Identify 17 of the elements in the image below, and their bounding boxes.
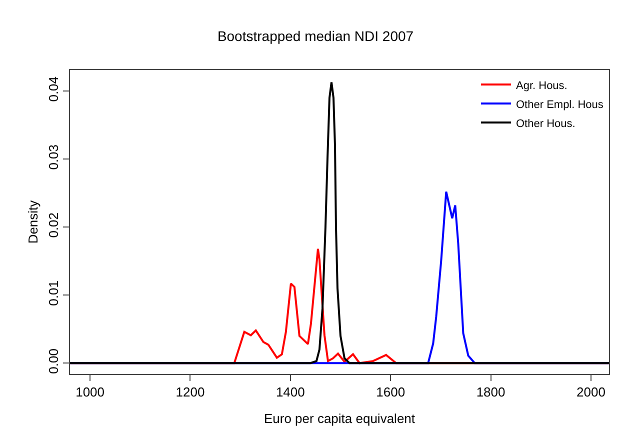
x-tick-label: 1400	[276, 384, 305, 400]
x-tick-label: 1000	[76, 384, 104, 400]
y-tick-label: 0.01	[46, 280, 61, 306]
x-tick-label: 1800	[476, 384, 506, 400]
y-tick-label: 0.02	[46, 212, 61, 238]
y-tick-label: 0.00	[46, 348, 61, 374]
legend-label: Other Hous.	[516, 118, 576, 130]
legend-label: Agr. Hous.	[516, 80, 568, 92]
y-tick-label: 0.03	[46, 144, 61, 170]
x-tick-label: 1200	[176, 384, 205, 400]
chart-title: Bootstrapped median NDI 2007	[217, 28, 414, 44]
x-axis-title: Euro per capita equivalent	[264, 411, 416, 426]
y-axis-title: Density	[26, 200, 41, 244]
x-tick-label: 2000	[576, 384, 606, 400]
x-tick-label: 1600	[376, 384, 406, 400]
y-tick-label: 0.04	[46, 76, 61, 102]
legend-label: Other Empl. Hous	[516, 98, 604, 111]
